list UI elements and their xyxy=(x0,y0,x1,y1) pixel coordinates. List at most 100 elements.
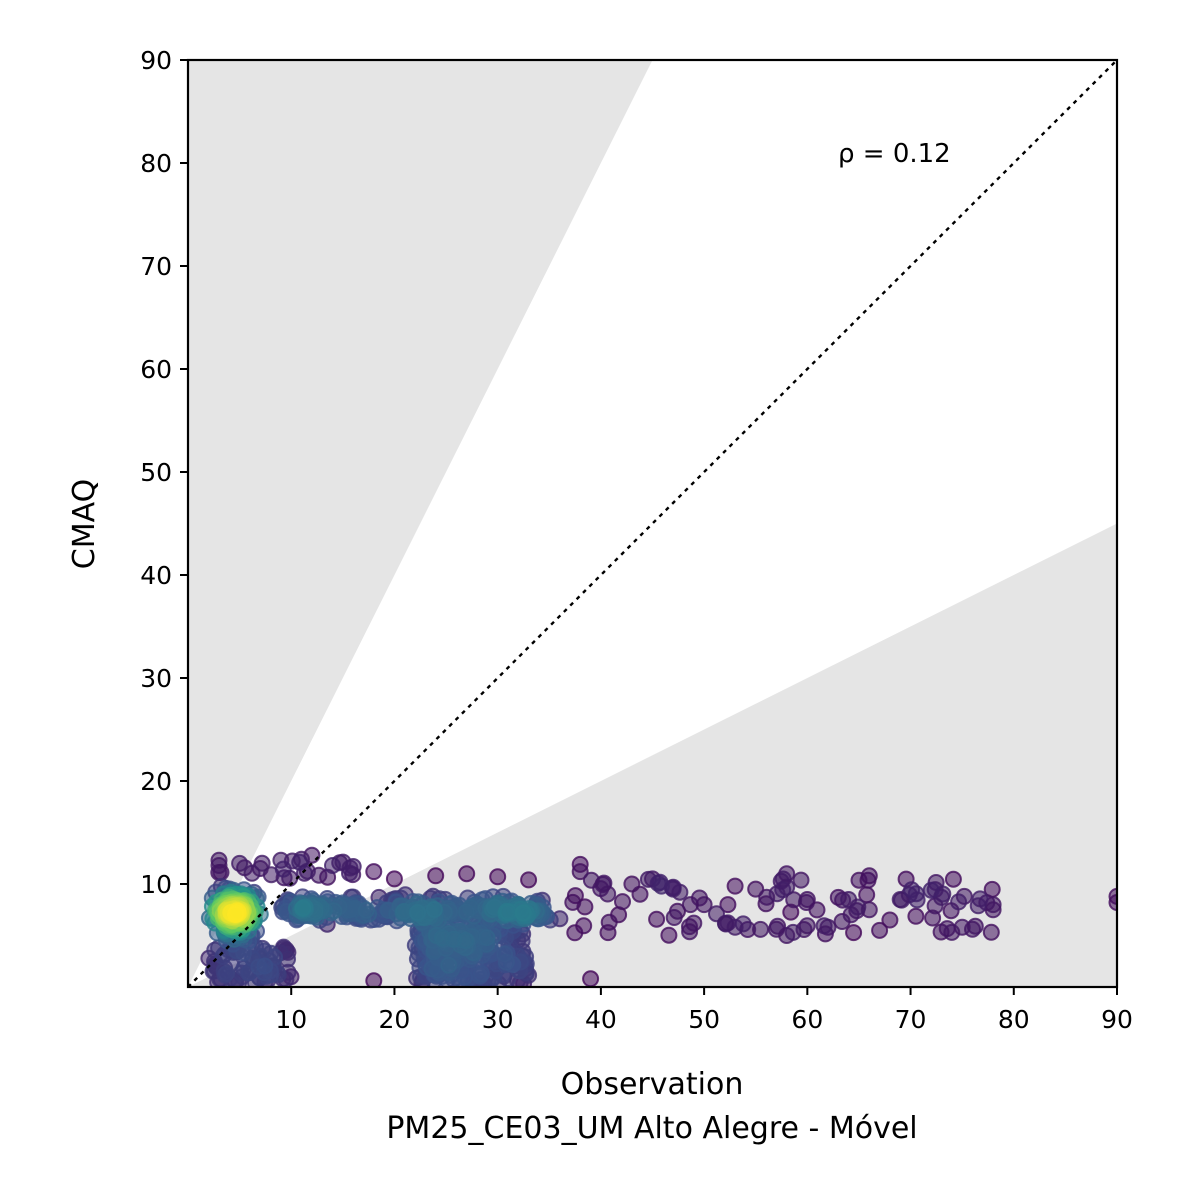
data-point xyxy=(385,870,403,888)
data-point xyxy=(600,913,618,931)
data-point xyxy=(243,864,261,882)
data-point xyxy=(982,923,1000,941)
data-point xyxy=(784,923,802,941)
data-point xyxy=(726,877,744,895)
data-point xyxy=(881,911,899,929)
data-point xyxy=(218,965,235,982)
data-points xyxy=(200,846,1117,987)
data-point xyxy=(907,885,925,903)
data-point xyxy=(571,863,589,881)
axis-ticks: 10 20 30 40 50 60 70 80 90 10 20 30 40 50 60 70 80 90 xyxy=(140,46,1133,1034)
shaded-regions xyxy=(188,60,1117,987)
data-point xyxy=(734,915,752,933)
y-tick-label: 90 xyxy=(140,46,172,75)
y-tick-label: 30 xyxy=(140,664,172,693)
data-point xyxy=(964,920,981,938)
data-point xyxy=(409,904,427,921)
data-point xyxy=(425,901,443,918)
data-point xyxy=(344,858,362,875)
data-point xyxy=(845,924,863,942)
data-point xyxy=(653,877,670,895)
data-point xyxy=(456,932,474,949)
data-point xyxy=(227,906,244,923)
data-point xyxy=(256,957,274,975)
data-point xyxy=(971,890,989,908)
data-point xyxy=(433,929,451,947)
plot-frame xyxy=(186,58,1119,989)
x-tick-label: 70 xyxy=(895,1005,927,1034)
data-point xyxy=(231,854,249,872)
data-point xyxy=(860,867,878,885)
upper-shaded-region xyxy=(188,60,653,987)
x-tick-label: 50 xyxy=(688,1005,720,1034)
data-point xyxy=(815,917,833,935)
x-tick-label: 90 xyxy=(1101,1005,1133,1034)
x-tick-label: 60 xyxy=(791,1005,823,1034)
data-point xyxy=(473,965,490,983)
y-tick-label: 40 xyxy=(140,561,172,590)
data-point xyxy=(774,881,792,899)
y-axis-label: CMAQ xyxy=(67,479,102,569)
data-point xyxy=(566,924,584,942)
y-tick-label: 50 xyxy=(140,458,172,487)
data-point xyxy=(840,891,858,908)
data-point xyxy=(365,863,383,881)
data-point xyxy=(1108,894,1117,911)
data-point xyxy=(457,903,475,921)
data-point xyxy=(660,926,678,944)
one-to-one-line xyxy=(188,60,1117,987)
data-point xyxy=(614,893,631,911)
data-point xyxy=(427,867,445,885)
data-point xyxy=(792,871,810,889)
data-point xyxy=(922,881,940,899)
y-tick-label: 10 xyxy=(140,870,172,899)
data-point xyxy=(365,972,383,987)
data-point xyxy=(891,891,909,908)
data-point xyxy=(564,893,582,911)
data-point xyxy=(871,921,889,939)
x-axis-label: Observation xyxy=(561,1067,744,1102)
data-point xyxy=(499,903,517,921)
data-point xyxy=(496,945,514,963)
one-to-one-dotted-line xyxy=(188,60,1117,987)
data-point xyxy=(274,860,292,878)
data-point xyxy=(291,853,309,871)
data-point xyxy=(253,854,271,872)
y-tick-label: 70 xyxy=(140,252,172,281)
data-point xyxy=(324,857,341,874)
data-point xyxy=(514,904,532,922)
data-point xyxy=(719,896,737,914)
data-point xyxy=(785,891,803,909)
data-point xyxy=(440,956,458,974)
data-point xyxy=(752,920,769,938)
data-point xyxy=(489,868,507,886)
correlation-annotation: ρ = 0.12 xyxy=(838,139,951,169)
data-point xyxy=(357,901,375,919)
data-point xyxy=(648,910,666,928)
data-point xyxy=(594,876,612,893)
data-point xyxy=(907,907,925,925)
data-point xyxy=(623,875,641,893)
data-point xyxy=(950,893,968,911)
data-point xyxy=(582,970,600,987)
lower-shaded-region xyxy=(188,523,1117,987)
y-tick-label: 20 xyxy=(140,767,172,796)
x-tick-label: 10 xyxy=(275,1005,307,1034)
x-tick-label: 30 xyxy=(482,1005,514,1034)
data-point xyxy=(294,899,312,917)
data-point xyxy=(210,857,228,874)
x-tick-label: 80 xyxy=(998,1005,1030,1034)
data-point xyxy=(458,865,476,883)
data-point xyxy=(520,871,538,889)
x-tick-label: 40 xyxy=(585,1005,617,1034)
data-point xyxy=(665,909,683,926)
y-tick-label: 80 xyxy=(140,149,172,178)
data-point xyxy=(685,914,703,932)
y-tick-label: 60 xyxy=(140,355,172,384)
data-point xyxy=(695,896,713,914)
data-point xyxy=(478,929,496,947)
data-point xyxy=(944,870,962,888)
x-axis-sublabel: PM25_CE03_UM Alto Alegre - Móvel xyxy=(386,1111,917,1146)
x-tick-label: 20 xyxy=(379,1005,411,1034)
